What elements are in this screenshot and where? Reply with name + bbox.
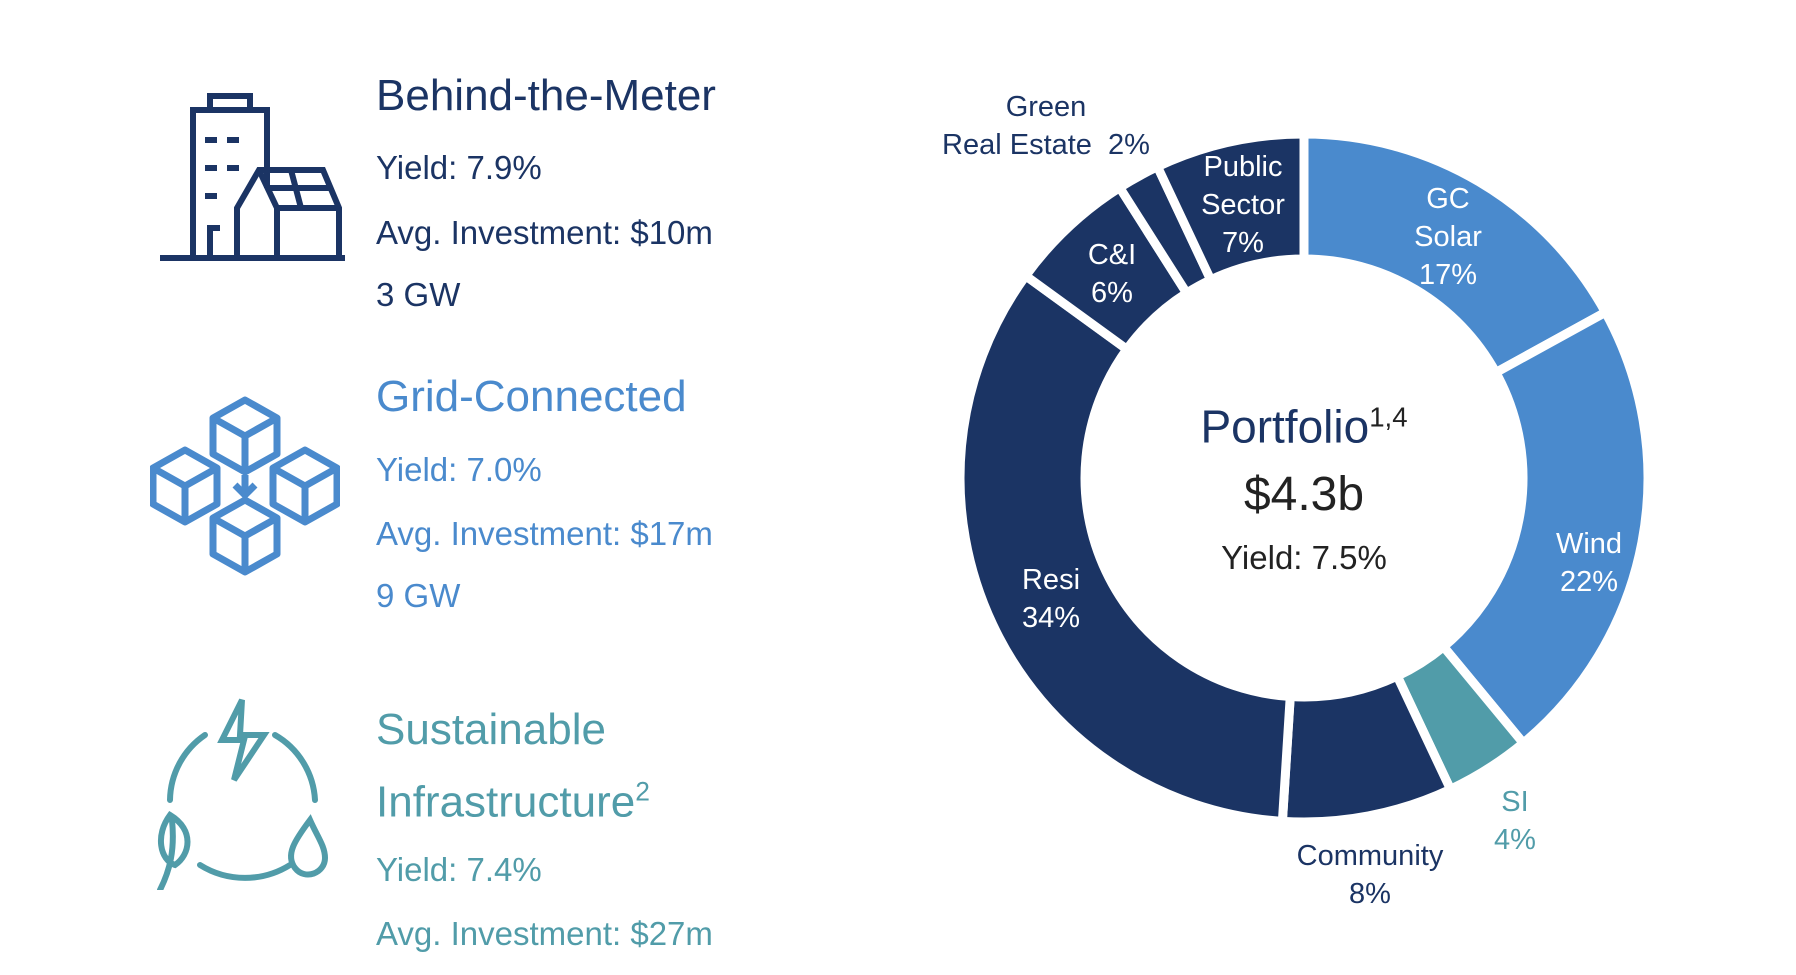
- slice-wind: [1437, 306, 1653, 750]
- segment-capacity: 9 GW: [376, 577, 461, 614]
- label-line: 6%: [1091, 277, 1133, 309]
- label-line: Public: [1203, 151, 1283, 183]
- label-line: C&I: [1087, 239, 1137, 271]
- label-line: GC: [1426, 183, 1470, 215]
- segment-yield: Yield: 7.4%: [376, 851, 542, 888]
- label-line: Green: [1005, 91, 1087, 123]
- slice-gc-solar: [1299, 129, 1612, 379]
- label-green-real-estate: Green Real Estate 2%: [942, 88, 1150, 164]
- label-line: SI: [1501, 786, 1529, 818]
- label-line: 7%: [1222, 227, 1264, 259]
- segment-title-grid-connected: Grid-Connected: [376, 372, 687, 421]
- label-line: Real Estate 2%: [942, 129, 1150, 161]
- label-wind: Wind 22%: [1556, 525, 1622, 601]
- label-line: 22%: [1559, 566, 1619, 598]
- segment-yield: Yield: 7.0%: [376, 451, 542, 488]
- label-line: Wind: [1555, 528, 1623, 560]
- label-community: Community 8%: [1297, 837, 1444, 913]
- title-text: Infrastructure: [376, 777, 636, 827]
- label-line: Solar: [1414, 221, 1482, 253]
- segment-capacity: 3 GW: [376, 276, 461, 313]
- segment-avg-investment: Avg. Investment: $10m: [376, 214, 713, 251]
- label-public-sector: Public Sector 7%: [1201, 148, 1285, 262]
- segment-title-infrastructure: Infrastructure2: [376, 767, 650, 828]
- footnote-marker: 2: [635, 776, 650, 807]
- slice-resi: [955, 269, 1296, 827]
- center-title-text: Portfolio: [1200, 400, 1370, 453]
- building-with-solar-house-icon: [160, 93, 345, 261]
- segment-avg-investment: Avg. Investment: $17m: [376, 515, 713, 552]
- label-line: 17%: [1418, 259, 1478, 291]
- label-si: SI 4%: [1494, 783, 1536, 859]
- label-line: Resi: [1021, 564, 1081, 596]
- slice-public-sector: [1151, 129, 1309, 286]
- label-line: 34%: [1021, 602, 1081, 634]
- energy-leaf-water-cycle-icon: [157, 698, 329, 890]
- label-line: 4%: [1494, 824, 1536, 856]
- segment-yield: Yield: 7.9%: [376, 149, 542, 186]
- segment-title-sustainable: Sustainable: [376, 705, 606, 754]
- center-value: $4.3b: [1243, 468, 1365, 521]
- label-line: 8%: [1349, 878, 1391, 910]
- label-line: Sector: [1201, 189, 1285, 221]
- center-title: Portfolio1,4: [1200, 390, 1407, 453]
- label-gc-solar: GC Solar 17%: [1414, 180, 1482, 294]
- label-line: Community: [1296, 840, 1444, 872]
- segment-avg-investment: Avg. Investment: $27m: [376, 915, 713, 952]
- label-resi: Resi 34%: [1022, 561, 1080, 637]
- segment-title-behind-the-meter: Behind-the-Meter: [376, 71, 716, 120]
- label-ci: C&I 6%: [1088, 236, 1136, 312]
- connected-cubes-icon: [150, 396, 340, 580]
- footnote-marker: 1,4: [1369, 401, 1408, 433]
- center-yield: Yield: 7.5%: [1221, 539, 1387, 576]
